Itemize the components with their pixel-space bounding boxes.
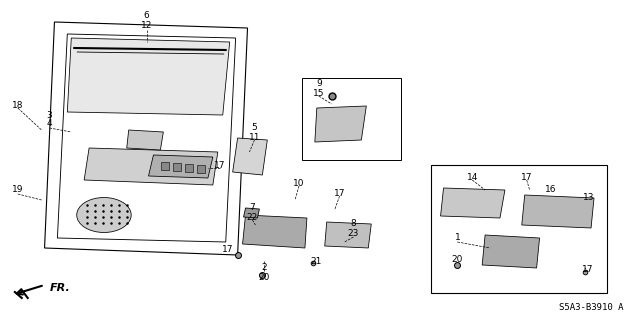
- Polygon shape: [148, 155, 213, 178]
- Polygon shape: [243, 215, 307, 248]
- Polygon shape: [197, 165, 205, 173]
- Text: 19: 19: [12, 186, 24, 195]
- Text: 17: 17: [521, 173, 532, 182]
- Text: 2: 2: [262, 263, 267, 272]
- Text: 18: 18: [12, 100, 24, 109]
- Text: 16: 16: [545, 184, 556, 194]
- Polygon shape: [67, 38, 230, 115]
- Text: 5: 5: [252, 123, 257, 132]
- Text: S5A3-B3910 A: S5A3-B3910 A: [559, 303, 624, 313]
- Polygon shape: [127, 130, 163, 150]
- Bar: [302, 78, 401, 160]
- Polygon shape: [324, 222, 371, 248]
- Text: 17: 17: [582, 265, 594, 275]
- Text: 21: 21: [310, 256, 321, 265]
- Text: 10: 10: [293, 179, 305, 188]
- Polygon shape: [482, 235, 540, 268]
- Text: 12: 12: [141, 21, 152, 31]
- Text: 6: 6: [143, 11, 149, 20]
- Text: 14: 14: [467, 173, 478, 182]
- Text: 22: 22: [247, 212, 258, 221]
- Text: 17: 17: [222, 246, 234, 255]
- Text: 1: 1: [454, 234, 460, 242]
- Polygon shape: [244, 208, 259, 218]
- Text: 20: 20: [259, 273, 270, 283]
- Polygon shape: [233, 138, 268, 175]
- Polygon shape: [522, 195, 594, 228]
- Text: 15: 15: [313, 88, 324, 98]
- Text: 17: 17: [334, 189, 346, 197]
- Polygon shape: [173, 163, 181, 171]
- Ellipse shape: [77, 197, 131, 233]
- Text: 20: 20: [452, 256, 463, 264]
- Text: 7: 7: [250, 203, 255, 211]
- Bar: [431, 165, 607, 293]
- Polygon shape: [440, 188, 505, 218]
- Text: 23: 23: [348, 229, 359, 239]
- Text: 8: 8: [351, 219, 356, 228]
- Text: 11: 11: [249, 133, 260, 143]
- Text: 3: 3: [47, 110, 52, 120]
- Polygon shape: [185, 164, 193, 172]
- Text: 13: 13: [583, 192, 595, 202]
- Text: FR.: FR.: [49, 283, 70, 293]
- Polygon shape: [315, 106, 366, 142]
- Polygon shape: [84, 148, 218, 185]
- Polygon shape: [161, 162, 170, 170]
- Text: 17: 17: [214, 160, 225, 169]
- Text: 4: 4: [47, 120, 52, 129]
- Text: 9: 9: [316, 78, 322, 87]
